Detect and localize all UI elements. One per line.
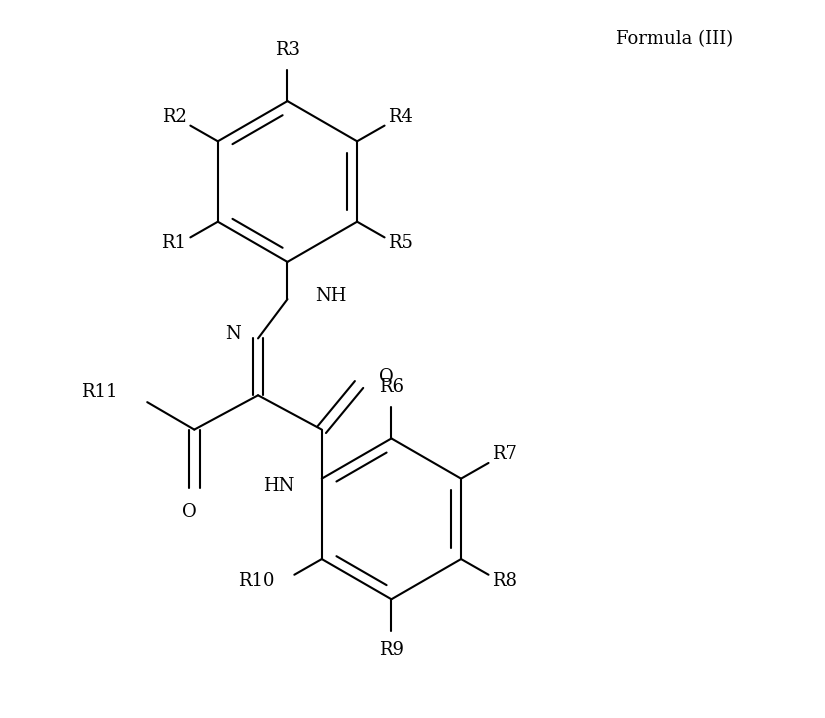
Text: Formula (III): Formula (III) [616,30,733,48]
Text: R8: R8 [492,572,516,589]
Text: R6: R6 [379,378,404,396]
Text: R4: R4 [388,108,412,126]
Text: R2: R2 [163,108,187,126]
Text: R3: R3 [275,41,300,59]
Text: NH: NH [315,287,346,305]
Text: N: N [224,325,240,343]
Text: O: O [379,368,394,386]
Text: R1: R1 [161,234,186,252]
Text: O: O [182,503,197,521]
Text: R9: R9 [379,641,404,659]
Text: R10: R10 [238,572,275,589]
Text: HN: HN [263,477,295,495]
Text: R11: R11 [82,383,118,401]
Text: R7: R7 [492,445,516,463]
Text: R5: R5 [388,234,412,252]
